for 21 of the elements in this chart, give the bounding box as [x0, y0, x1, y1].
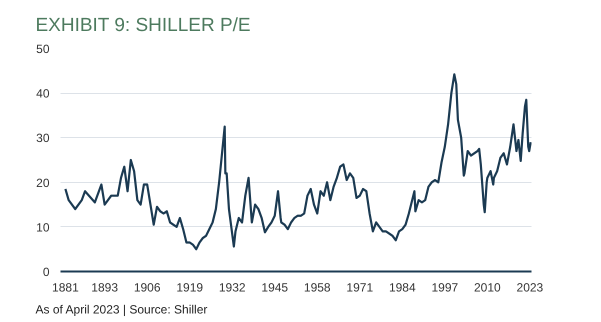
y-tick-label: 10 [36, 220, 50, 234]
y-tick-label: 20 [36, 176, 50, 190]
x-tick-label: 1958 [304, 280, 331, 294]
x-tick-label: 2010 [474, 280, 502, 294]
x-tick-label: 1932 [218, 280, 246, 294]
y-tick-label: 30 [36, 131, 50, 146]
x-tick-label: 2023 [516, 280, 544, 294]
x-tick-label: 1997 [431, 280, 458, 294]
x-tick-label: 1945 [261, 280, 288, 294]
x-tick-label: 1881 [52, 280, 80, 294]
x-tick-label: 1919 [176, 280, 204, 294]
y-tick-label: 50 [36, 42, 50, 56]
line-series [64, 73, 532, 250]
y-tick-label: 40 [36, 86, 50, 101]
text: As of April 2023 | Source: Shiller [36, 302, 208, 316]
chart-title: EXHIBIT 9: SHILLER P/E [36, 15, 251, 36]
x-tick-label: 1971 [346, 280, 374, 294]
x-tick-label: 1984 [388, 280, 416, 294]
x-tick-label: 1906 [134, 280, 161, 294]
y-tick-label: 0 [42, 265, 50, 279]
x-tick-label: 1893 [91, 280, 118, 294]
